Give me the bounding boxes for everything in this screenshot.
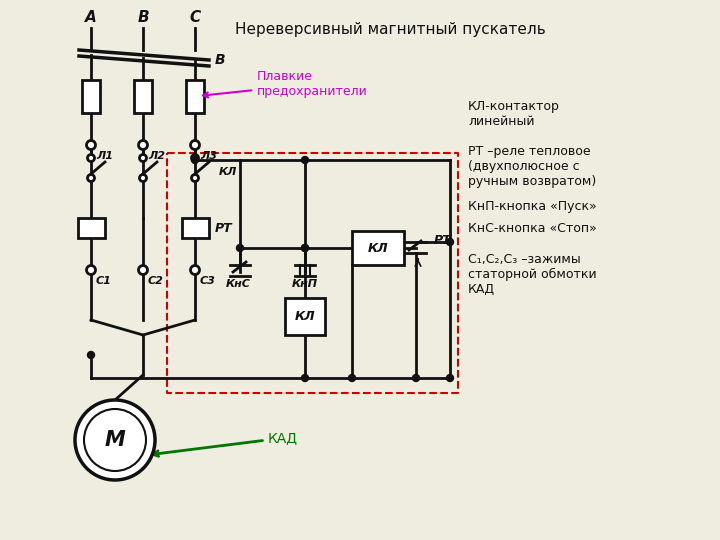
Text: Л2: Л2 bbox=[148, 151, 165, 161]
Text: В: В bbox=[215, 53, 225, 67]
Text: А: А bbox=[85, 10, 97, 25]
Circle shape bbox=[86, 266, 96, 274]
Text: РТ: РТ bbox=[215, 221, 233, 234]
Circle shape bbox=[446, 375, 454, 381]
Bar bbox=[134, 80, 152, 113]
Circle shape bbox=[140, 174, 146, 181]
Circle shape bbox=[191, 140, 199, 150]
Circle shape bbox=[192, 157, 199, 164]
Text: С₁,С₂,С₃ –зажимы
статорной обмотки
КАД: С₁,С₂,С₃ –зажимы статорной обмотки КАД bbox=[468, 253, 597, 296]
Bar bbox=[186, 80, 204, 113]
Text: РТ –реле тепловое
(двухполюсное с
ручным возвратом): РТ –реле тепловое (двухполюсное с ручным… bbox=[468, 145, 596, 188]
Bar bbox=[352, 231, 404, 265]
Text: РТ: РТ bbox=[434, 233, 451, 246]
Circle shape bbox=[348, 375, 356, 381]
Text: С3: С3 bbox=[200, 276, 216, 286]
Circle shape bbox=[302, 245, 308, 252]
Text: КАД: КАД bbox=[153, 431, 298, 456]
Text: С2: С2 bbox=[148, 276, 164, 286]
Circle shape bbox=[192, 174, 199, 181]
Circle shape bbox=[75, 400, 155, 480]
Text: М: М bbox=[104, 430, 125, 450]
Circle shape bbox=[138, 266, 148, 274]
Circle shape bbox=[138, 140, 148, 150]
Bar bbox=[182, 218, 209, 238]
Circle shape bbox=[302, 245, 308, 252]
Circle shape bbox=[88, 174, 94, 181]
Text: С1: С1 bbox=[96, 276, 112, 286]
Text: КЛ: КЛ bbox=[294, 309, 315, 322]
Text: В: В bbox=[138, 10, 149, 25]
Text: КнП-кнопка «Пуск»: КнП-кнопка «Пуск» bbox=[468, 200, 597, 213]
Text: Нереверсивный магнитный пускатель: Нереверсивный магнитный пускатель bbox=[235, 22, 545, 37]
Text: КЛ: КЛ bbox=[368, 241, 388, 254]
Circle shape bbox=[191, 266, 199, 274]
Circle shape bbox=[236, 245, 243, 252]
Text: Л1: Л1 bbox=[96, 151, 113, 161]
Circle shape bbox=[86, 140, 96, 150]
Circle shape bbox=[84, 409, 146, 471]
Circle shape bbox=[302, 157, 308, 164]
Text: Плавкие
предохранители: Плавкие предохранители bbox=[203, 70, 368, 98]
Circle shape bbox=[302, 375, 308, 381]
Text: КнП: КнП bbox=[292, 279, 318, 289]
Circle shape bbox=[88, 352, 94, 359]
Text: С: С bbox=[189, 10, 201, 25]
Circle shape bbox=[446, 239, 454, 246]
Bar bbox=[82, 80, 100, 113]
Text: КнС-кнопка «Стоп»: КнС-кнопка «Стоп» bbox=[468, 222, 597, 235]
Circle shape bbox=[140, 154, 146, 161]
Circle shape bbox=[413, 375, 420, 381]
Bar bbox=[285, 298, 325, 335]
Circle shape bbox=[88, 154, 94, 161]
Text: КЛ: КЛ bbox=[219, 167, 238, 177]
Text: КЛ-контактор
линейный: КЛ-контактор линейный bbox=[468, 100, 560, 128]
Circle shape bbox=[192, 154, 199, 161]
Bar bbox=[78, 218, 105, 238]
Text: Л3: Л3 bbox=[200, 151, 217, 161]
Text: КнС: КнС bbox=[225, 279, 251, 289]
